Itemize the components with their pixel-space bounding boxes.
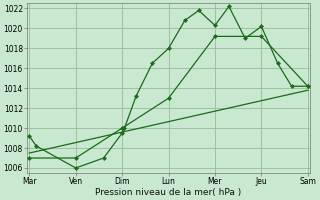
X-axis label: Pression niveau de la mer( hPa ): Pression niveau de la mer( hPa ) (95, 188, 242, 197)
